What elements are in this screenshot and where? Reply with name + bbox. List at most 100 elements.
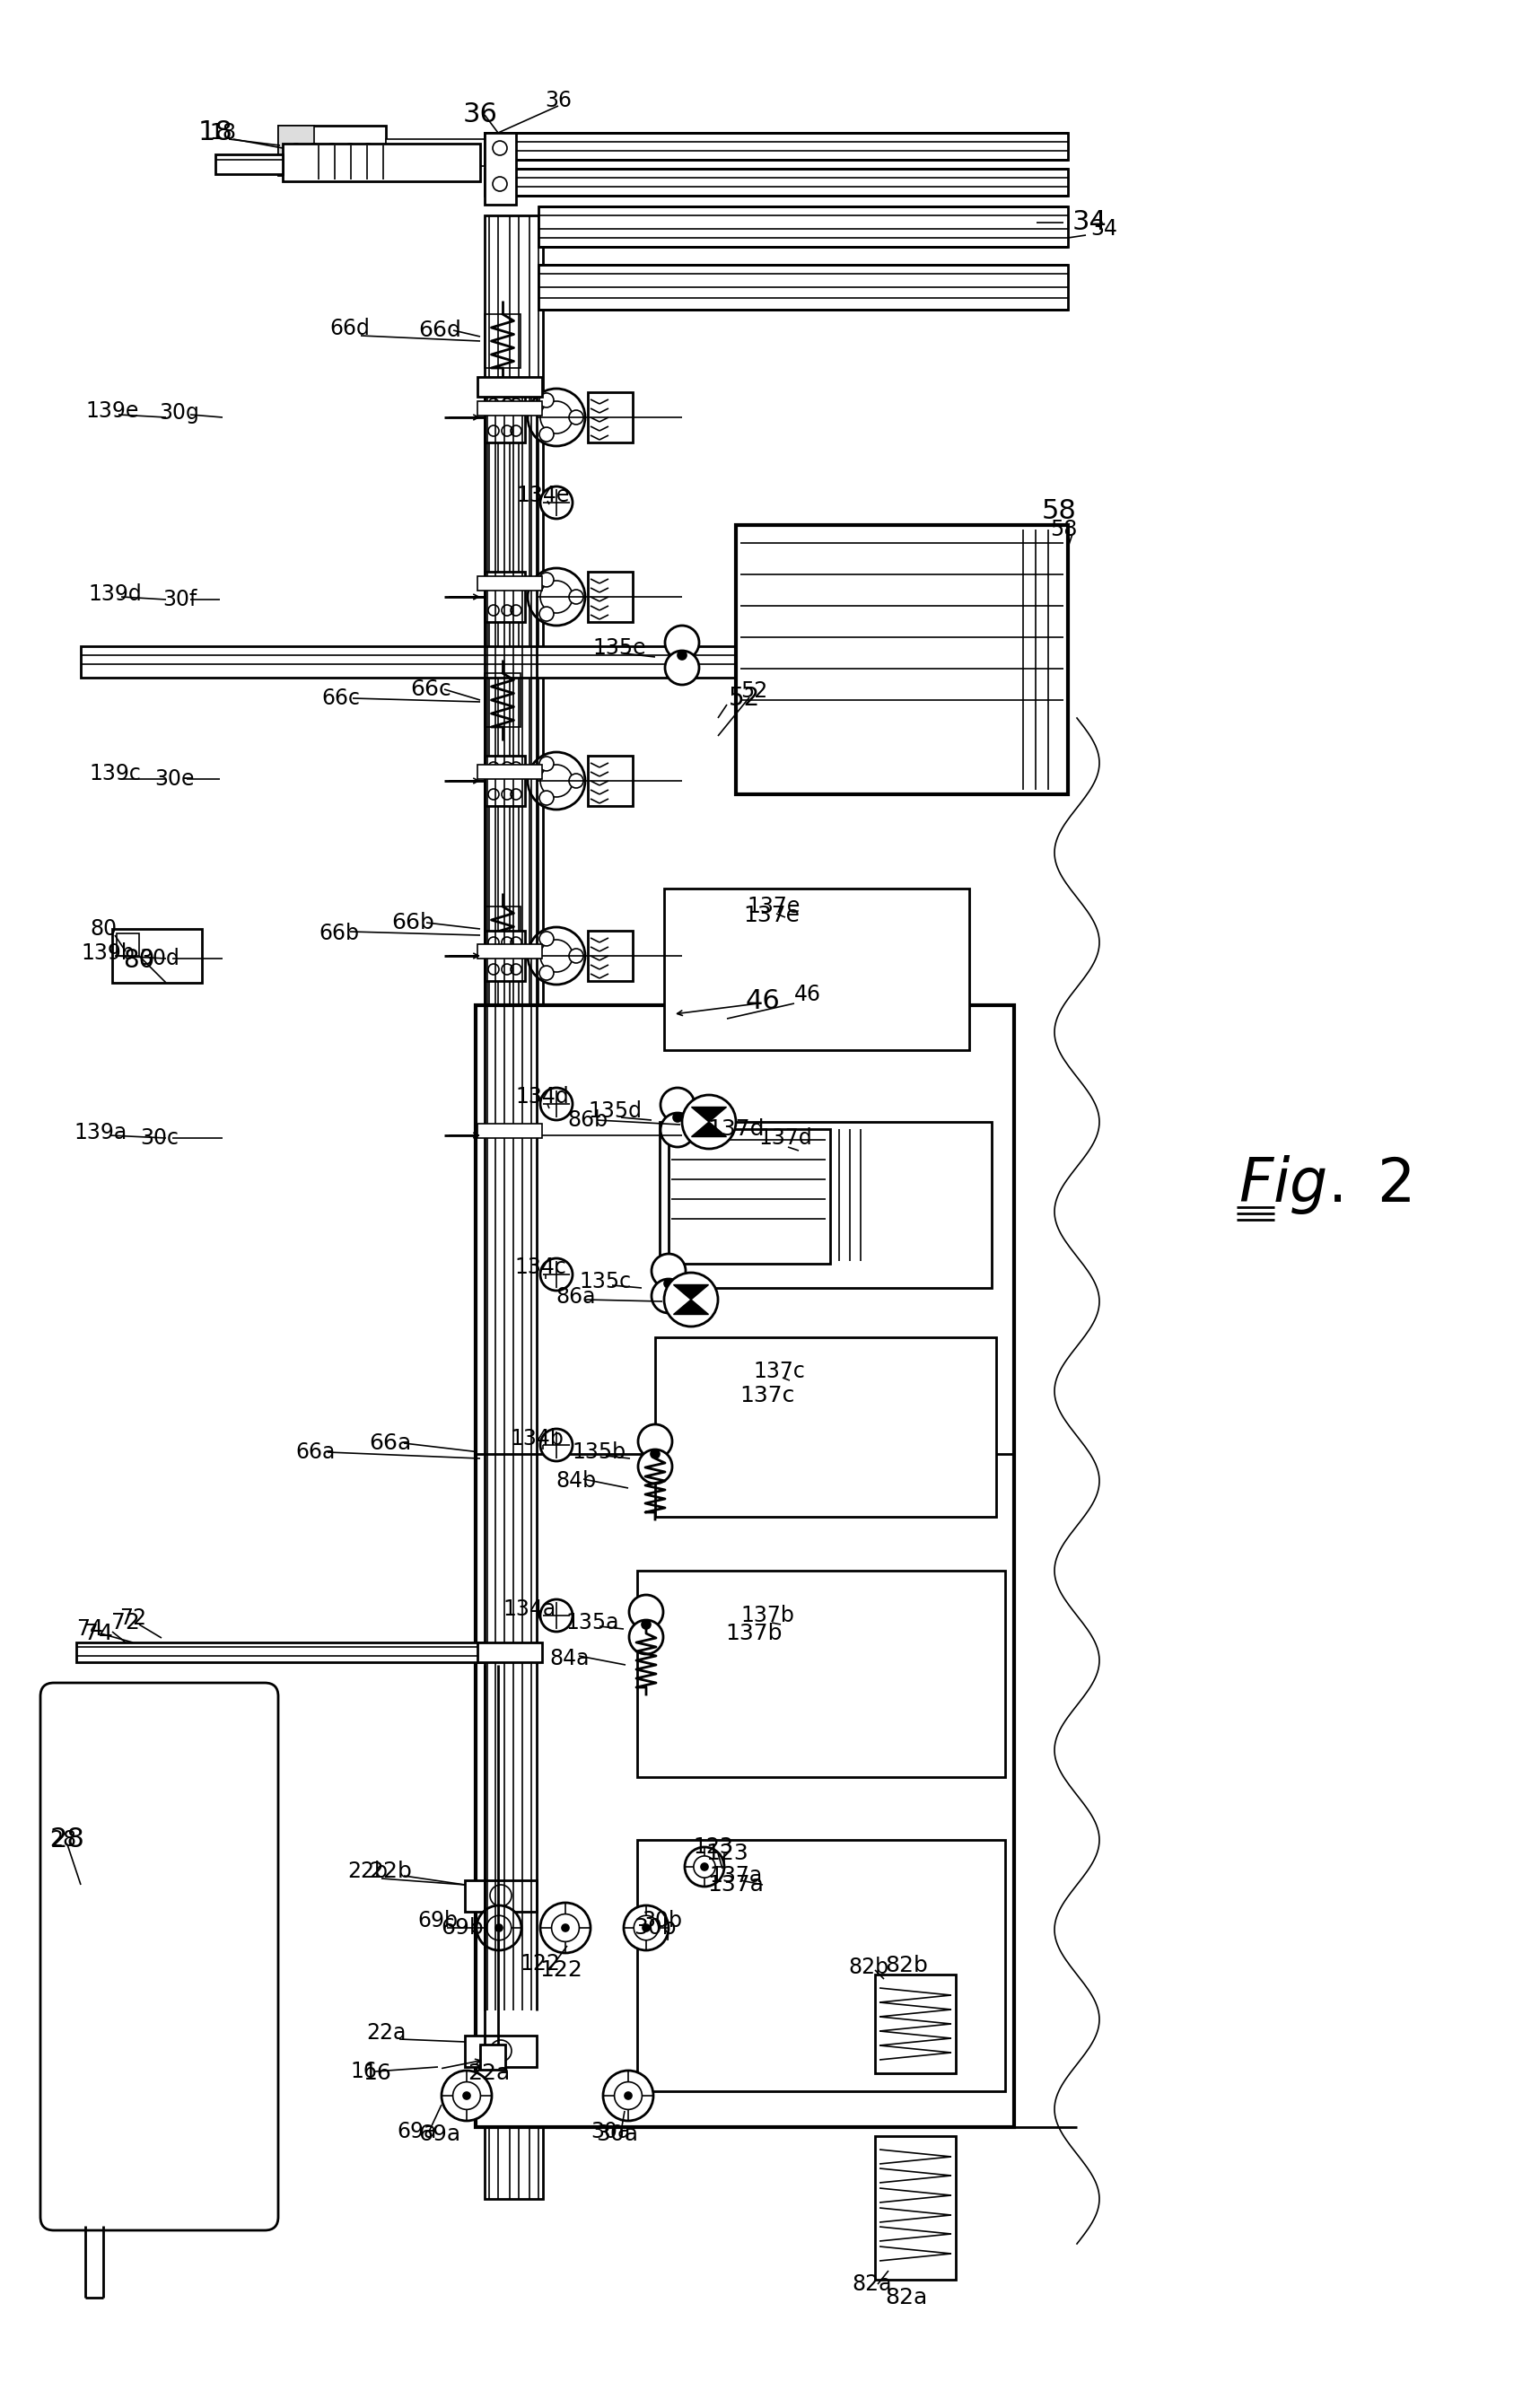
- Text: 122: 122: [539, 1960, 582, 1982]
- Circle shape: [614, 2082, 642, 2110]
- Circle shape: [528, 1108, 585, 1165]
- Text: 137a: 137a: [710, 1865, 762, 1887]
- Text: 58: 58: [1041, 498, 1076, 524]
- Text: 69b: 69b: [417, 1910, 457, 1932]
- Text: 139d: 139d: [88, 584, 142, 605]
- Circle shape: [661, 1089, 695, 1122]
- Bar: [477, 1124, 542, 1139]
- Text: 34: 34: [1072, 210, 1107, 236]
- Bar: [588, 931, 633, 981]
- Text: 69a: 69a: [419, 2122, 460, 2146]
- Text: 137a: 137a: [708, 1875, 764, 1896]
- Bar: [465, 1879, 536, 1913]
- Bar: [588, 393, 633, 443]
- Text: 18: 18: [199, 119, 233, 145]
- Text: 135d: 135d: [588, 1100, 642, 1122]
- Circle shape: [682, 1096, 736, 1148]
- Text: 135e: 135e: [593, 638, 645, 660]
- Text: 30e: 30e: [156, 769, 196, 791]
- Bar: [539, 207, 1067, 248]
- Text: 30b: 30b: [642, 1910, 682, 1932]
- Text: 52: 52: [741, 681, 767, 703]
- Text: 86a: 86a: [556, 1286, 596, 1308]
- Bar: [465, 2037, 536, 2068]
- Text: 30a: 30a: [590, 2120, 630, 2141]
- Text: 72: 72: [120, 1608, 146, 1629]
- Text: 66c: 66c: [410, 679, 451, 700]
- Circle shape: [665, 626, 699, 660]
- Circle shape: [630, 1596, 664, 1629]
- Text: 66c: 66c: [322, 688, 360, 710]
- Text: 72: 72: [111, 1613, 140, 1634]
- Circle shape: [541, 1120, 573, 1151]
- Circle shape: [539, 931, 554, 946]
- Circle shape: [568, 1129, 584, 1143]
- Text: 139c: 139c: [89, 762, 140, 784]
- Circle shape: [604, 2070, 653, 2120]
- Text: 66a: 66a: [370, 1432, 411, 1453]
- Text: 16: 16: [350, 2060, 377, 2082]
- Circle shape: [539, 791, 554, 805]
- Bar: [659, 1122, 992, 1289]
- Circle shape: [638, 1451, 671, 1484]
- Text: 137c: 137c: [739, 1384, 795, 1405]
- Text: 16: 16: [362, 2063, 391, 2084]
- Text: 46: 46: [745, 989, 781, 1015]
- Circle shape: [453, 2082, 480, 2110]
- Bar: [539, 264, 1067, 310]
- Text: 66b: 66b: [391, 912, 434, 934]
- Bar: [477, 400, 542, 414]
- Bar: [480, 2044, 505, 2070]
- Text: 66d: 66d: [419, 319, 460, 341]
- Bar: [875, 1975, 956, 2072]
- Bar: [654, 1336, 996, 1517]
- Text: 36: 36: [545, 91, 571, 112]
- Text: 134c: 134c: [514, 1258, 567, 1279]
- Circle shape: [673, 1112, 682, 1122]
- Text: 139e: 139e: [86, 400, 139, 422]
- Polygon shape: [691, 1122, 727, 1136]
- Text: 22b: 22b: [348, 1860, 388, 1882]
- Bar: [485, 931, 525, 981]
- Text: 30d: 30d: [140, 948, 180, 969]
- Text: 135b: 135b: [573, 1441, 627, 1463]
- Circle shape: [539, 572, 554, 586]
- Bar: [80, 646, 1067, 676]
- Text: 52: 52: [728, 686, 761, 710]
- Circle shape: [541, 765, 573, 798]
- Bar: [668, 1129, 830, 1265]
- Text: 82a: 82a: [852, 2272, 892, 2294]
- Circle shape: [638, 1424, 671, 1458]
- Text: 66a: 66a: [296, 1441, 336, 1463]
- Circle shape: [528, 753, 585, 810]
- Text: 66b: 66b: [319, 922, 359, 943]
- Bar: [588, 755, 633, 805]
- Text: 69a: 69a: [397, 2120, 437, 2141]
- Circle shape: [678, 650, 687, 660]
- Circle shape: [568, 410, 584, 424]
- Text: 22a: 22a: [468, 2063, 510, 2084]
- Text: 137b: 137b: [741, 1605, 795, 1627]
- Bar: [279, 126, 314, 174]
- Text: 137d: 137d: [707, 1117, 764, 1141]
- Circle shape: [568, 774, 584, 788]
- Text: 122: 122: [521, 1953, 561, 1975]
- Text: 66d: 66d: [330, 317, 370, 338]
- Circle shape: [541, 1089, 573, 1120]
- Circle shape: [568, 948, 584, 962]
- Text: 69b: 69b: [440, 1918, 484, 1939]
- Circle shape: [528, 569, 585, 626]
- Text: 134d: 134d: [516, 1086, 568, 1108]
- Text: 46: 46: [795, 984, 821, 1005]
- Bar: [485, 133, 1067, 160]
- Bar: [485, 1110, 525, 1160]
- Bar: [477, 943, 542, 958]
- Text: 30g: 30g: [159, 403, 200, 424]
- Bar: [485, 755, 525, 805]
- Bar: [485, 169, 1067, 195]
- Polygon shape: [691, 1108, 727, 1122]
- Bar: [638, 1839, 1006, 2091]
- Text: 137e: 137e: [744, 905, 801, 927]
- Bar: [664, 888, 969, 1050]
- Circle shape: [539, 426, 554, 441]
